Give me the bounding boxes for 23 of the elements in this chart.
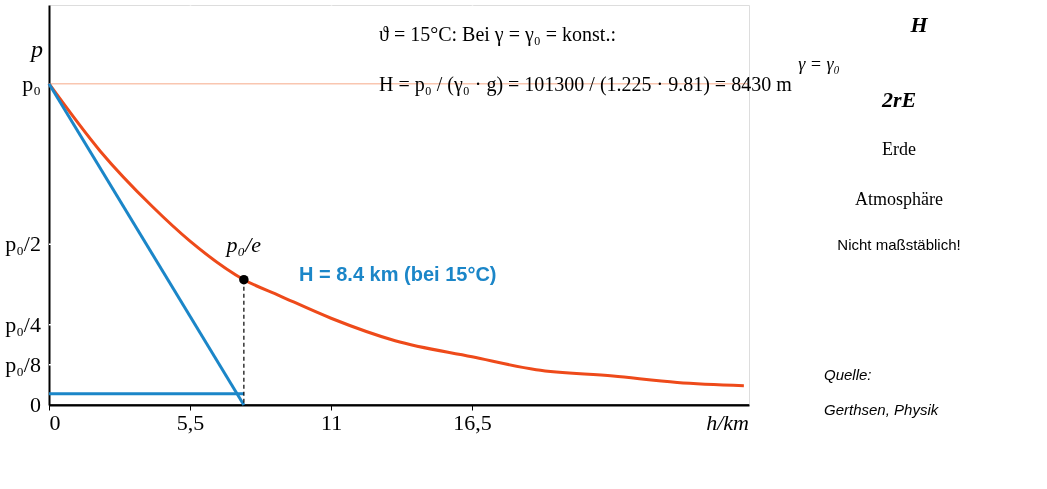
text: ϑ = 15°C: Bei γ = γ₀ = konst.: <box>379 23 616 46</box>
text: Gerthsen, Physik <box>824 401 940 418</box>
annotation: H = 8.4 km (bei 15°C) <box>299 263 497 285</box>
source-note: Quelle: <box>824 366 872 383</box>
annotation: H = p₀ / (γ₀ · g) = 101300 / (1.225 · 9.81) = 8430 m <box>379 73 793 96</box>
text: γ = γ₀ <box>798 54 840 74</box>
text: Nicht maßstäblich! <box>837 236 961 253</box>
x-tick-label: 11 <box>320 409 343 435</box>
x-axis-title: h/km <box>706 410 749 435</box>
text: Erde <box>882 139 916 159</box>
annotation: p₀/e <box>224 231 262 257</box>
ref-line-label: p₀/2 <box>5 231 41 257</box>
text: H <box>909 12 929 37</box>
x-tick-label: 0 <box>49 409 61 435</box>
text: Atmosphäre <box>855 189 943 209</box>
text: 2rE <box>880 87 917 112</box>
ref-line-label: p₀ <box>22 70 41 96</box>
y-axis-title: p <box>29 36 43 62</box>
x-tick-label: 16,5 <box>453 409 492 435</box>
ref-line-label: 0 <box>30 392 41 417</box>
ref-line-label: p₀/4 <box>5 311 41 337</box>
ref-line-label: p₀/8 <box>5 351 41 377</box>
x-tick-label: 5,5 <box>176 409 205 435</box>
